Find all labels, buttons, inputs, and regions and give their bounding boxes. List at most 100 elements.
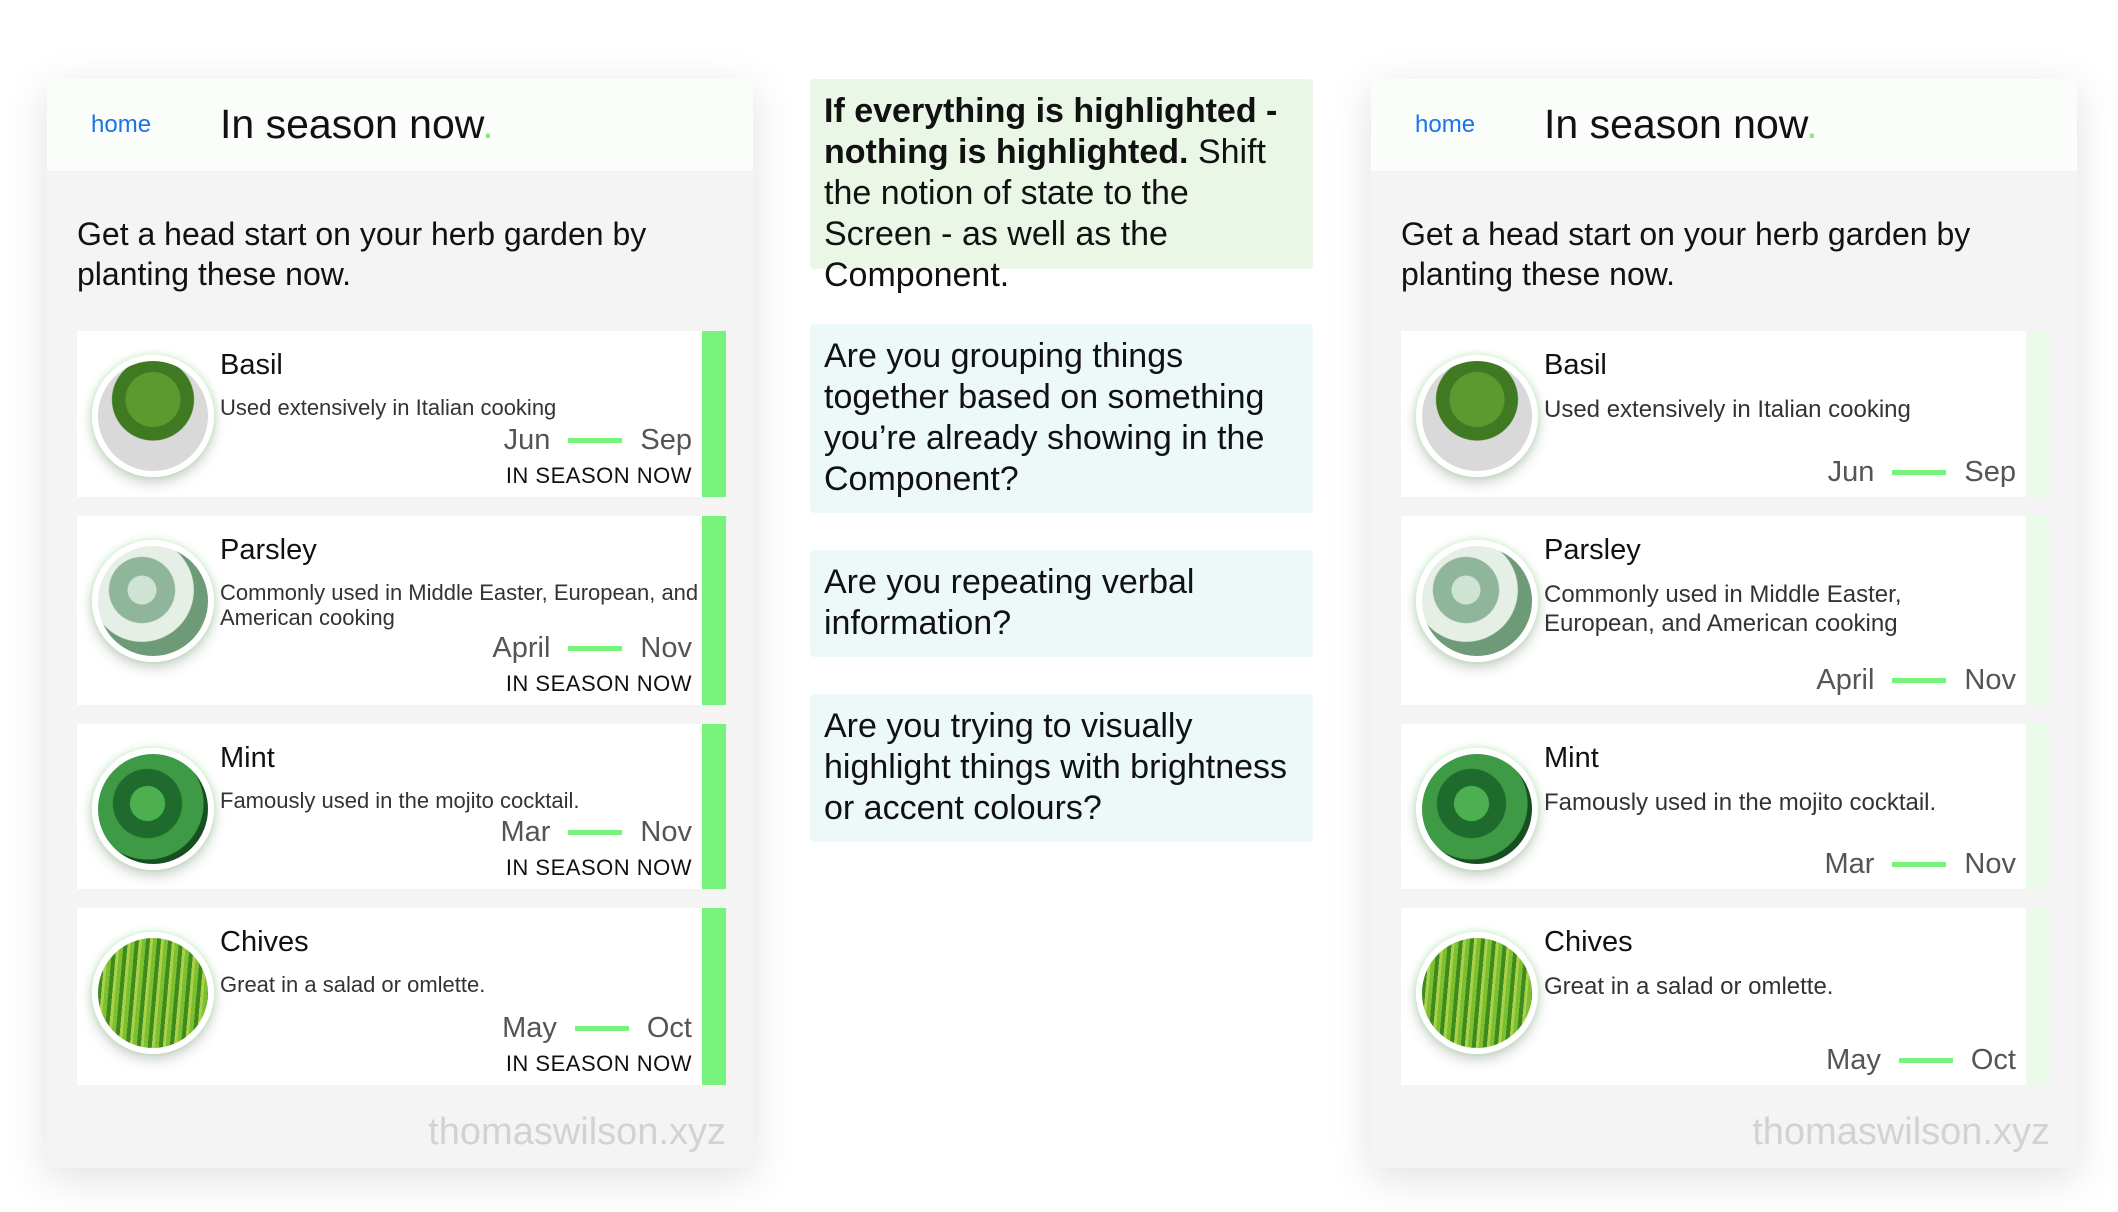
herb-card-chives[interactable]: Chives Great in a salad or omlette. May Oct <box>1401 908 2050 1085</box>
note-text: Shift the notion of state to the Screen … <box>824 133 1266 294</box>
in-season-indicator-bar <box>702 724 726 889</box>
season-start: Mar <box>500 816 551 848</box>
in-season-label: IN SEASON NOW <box>505 671 692 696</box>
basil-image <box>92 355 214 477</box>
season-start: Jun <box>1827 456 1875 488</box>
herb-name: Basil <box>220 349 283 381</box>
herb-description: Famously used in the mojito cocktail. <box>220 788 580 813</box>
herb-name: Chives <box>220 926 309 958</box>
season-range-line <box>1898 1058 1953 1063</box>
season-range: April Nov <box>492 632 692 665</box>
season-end: Oct <box>646 1012 692 1044</box>
screen-header: home In season now. <box>1371 79 2077 171</box>
note-highlight-everything: If everything is highlighted - nothing i… <box>810 79 1313 294</box>
page-title-text: In season now <box>220 101 483 147</box>
in-season-indicator-bar <box>2026 908 2050 1085</box>
chives-image <box>1416 932 1538 1054</box>
herb-description: Great in a salad or omlette. <box>220 972 486 997</box>
season-end: Nov <box>640 816 692 848</box>
season-end: Sep <box>1964 456 2016 488</box>
season-range-line <box>568 830 623 835</box>
season-end: Sep <box>640 424 692 456</box>
mint-image <box>92 748 214 870</box>
in-season-indicator-bar <box>702 908 726 1085</box>
in-season-indicator-bar <box>702 516 726 705</box>
herb-card-chives[interactable]: Chives Great in a salad or omlette. May Oct… <box>77 908 726 1085</box>
note-text: Are you trying to visually highlight thi… <box>824 707 1288 827</box>
screen-header: home In season now. <box>47 79 753 171</box>
season-range: Jun Sep <box>1828 456 2016 489</box>
mint-image <box>1416 748 1538 870</box>
season-range-line <box>1892 470 1947 475</box>
herb-name: Mint <box>1544 742 1599 774</box>
in-season-indicator-bar <box>2026 331 2050 497</box>
parsley-image <box>92 540 214 662</box>
herb-card-basil[interactable]: Basil Used extensively in Italian cooking… <box>77 331 726 497</box>
in-season-indicator-bar <box>2026 516 2050 705</box>
season-range: May Oct <box>502 1012 692 1045</box>
season-end: Nov <box>1964 664 2016 696</box>
in-season-label: IN SEASON NOW <box>505 855 692 880</box>
in-season-indicator-bar <box>2026 724 2050 889</box>
intro-text: Get a head start on your herb garden by … <box>1401 216 1971 292</box>
in-season-label: IN SEASON NOW <box>505 463 692 488</box>
screen-subtle-version: home In season now. Get a head start on yo… <box>1371 79 2077 1168</box>
season-end: Oct <box>1970 1044 2016 1076</box>
season-range-line <box>568 438 623 443</box>
season-range: Mar Nov <box>1824 848 2016 881</box>
in-season-label: IN SEASON NOW <box>505 1051 692 1076</box>
herb-card-basil[interactable]: Basil Used extensively in Italian cooking… <box>1401 331 2050 497</box>
herb-description: Commonly used in Middle Easter, European… <box>220 580 699 630</box>
herb-card-parsley[interactable]: Parsley Commonly used in Middle Easter, E… <box>1401 516 2050 705</box>
home-link[interactable]: home <box>1415 111 1476 138</box>
note-text: Are you repeating verbal information? <box>824 563 1195 642</box>
season-range: Mar Nov <box>500 816 692 849</box>
parsley-image <box>1416 540 1538 662</box>
page-title: In season now. <box>1544 101 1818 148</box>
note-text: Are you grouping things together based o… <box>824 337 1265 498</box>
page-title-accent-dot: . <box>482 101 494 147</box>
season-start: Mar <box>1824 848 1875 880</box>
season-start: April <box>1816 664 1875 696</box>
season-end: Nov <box>1964 848 2016 880</box>
in-season-indicator-bar <box>702 331 726 497</box>
herb-description: Used extensively in Italian cooking <box>1544 396 1911 423</box>
home-link[interactable]: home <box>91 111 152 138</box>
page-title-text: In season now <box>1544 101 1807 147</box>
intro-text: Get a head start on your herb garden by … <box>77 216 647 292</box>
season-start: May <box>502 1012 557 1044</box>
season-range: April Nov <box>1816 664 2016 697</box>
season-range: Jun Sep <box>504 424 692 457</box>
page-title: In season now. <box>220 101 494 148</box>
herb-description: Commonly used in Middle Easter, European… <box>1544 581 1902 637</box>
screen-highlighted-version: home In season now. Get a head start on yo… <box>47 79 753 1168</box>
page-title-accent-dot: . <box>1806 101 1818 147</box>
season-range-line <box>574 1026 629 1031</box>
watermark: thomaswilson.xyz <box>428 1111 726 1153</box>
season-range-line <box>1892 678 1947 683</box>
herb-name: Mint <box>220 742 275 774</box>
basil-image <box>1416 355 1538 477</box>
season-start: Jun <box>503 424 551 456</box>
herb-name: Basil <box>1544 349 1607 381</box>
chives-image <box>92 932 214 1054</box>
herb-description: Great in a salad or omlette. <box>1544 973 1834 1000</box>
note-brightness: Are you trying to visually highlight thi… <box>810 694 1313 842</box>
herb-name: Parsley <box>220 534 317 566</box>
herb-card-parsley[interactable]: Parsley Commonly used in Middle Easter, E… <box>77 516 726 705</box>
season-range-line <box>1892 862 1947 867</box>
season-start: April <box>492 632 551 664</box>
watermark: thomaswilson.xyz <box>1752 1111 2050 1153</box>
herb-name: Parsley <box>1544 534 1641 566</box>
herb-card-mint[interactable]: Mint Famously used in the mojito cocktail… <box>77 724 726 889</box>
herb-description: Famously used in the mojito cocktail. <box>1544 789 1937 816</box>
herb-name: Chives <box>1544 926 1633 958</box>
herb-description: Used extensively in Italian cooking <box>220 395 557 420</box>
season-range-line <box>568 646 623 651</box>
note-repeating: Are you repeating verbal information? <box>810 550 1313 657</box>
season-start: May <box>1826 1044 1881 1076</box>
note-bold-text: If everything is highlighted - nothing i… <box>824 92 1278 171</box>
season-range: May Oct <box>1826 1044 2016 1077</box>
season-end: Nov <box>640 632 692 664</box>
herb-card-mint[interactable]: Mint Famously used in the mojito cocktail… <box>1401 724 2050 889</box>
